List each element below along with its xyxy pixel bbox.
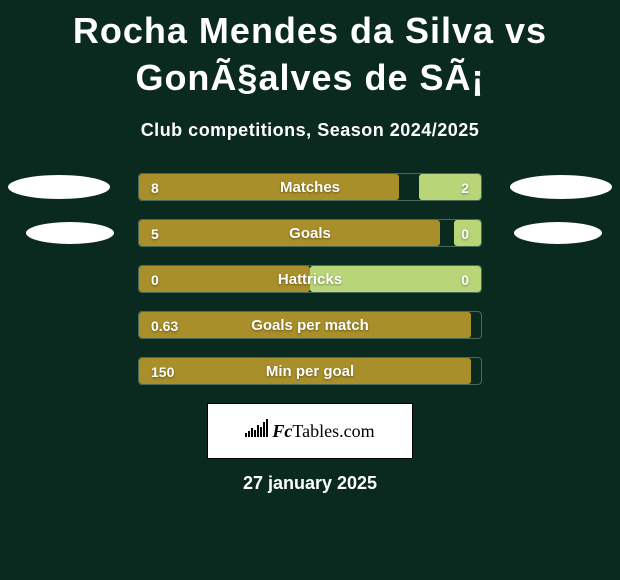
stat-label: Hattricks: [139, 266, 481, 293]
stat-bar-track: 50Goals: [138, 219, 482, 247]
stats-list: 82Matches 50Goals 00Hattricks 0.63Goals per…: [0, 173, 620, 385]
page-title: Rocha Mendes da Silva vs GonÃ§alves de S…: [0, 8, 620, 102]
subtitle: Club competitions, Season 2024/2025: [0, 120, 620, 141]
player-indicator-left: [26, 222, 114, 244]
logo-box: FcTables.com: [207, 403, 413, 459]
stat-bar-track: 150Min per goal: [138, 357, 482, 385]
comparison-card: Rocha Mendes da Silva vs GonÃ§alves de S…: [0, 0, 620, 494]
stat-label: Goals per match: [139, 312, 481, 339]
stat-row: 0.63Goals per match: [0, 311, 620, 339]
stat-label: Min per goal: [139, 358, 481, 385]
stat-row: 82Matches: [0, 173, 620, 201]
bar-chart-icon: [245, 419, 268, 437]
stat-bar-track: 82Matches: [138, 173, 482, 201]
player-indicator-right: [514, 222, 602, 244]
logo-text: FcTables.com: [272, 421, 374, 442]
date-label: 27 january 2025: [0, 473, 620, 494]
stat-row: 50Goals: [0, 219, 620, 247]
stat-label: Matches: [139, 174, 481, 201]
stat-row: 150Min per goal: [0, 357, 620, 385]
stat-label: Goals: [139, 220, 481, 247]
stat-bar-track: 00Hattricks: [138, 265, 482, 293]
player-indicator-left: [8, 175, 110, 199]
logo: FcTables.com: [245, 419, 374, 442]
player-indicator-right: [510, 175, 612, 199]
stat-row: 00Hattricks: [0, 265, 620, 293]
stat-bar-track: 0.63Goals per match: [138, 311, 482, 339]
